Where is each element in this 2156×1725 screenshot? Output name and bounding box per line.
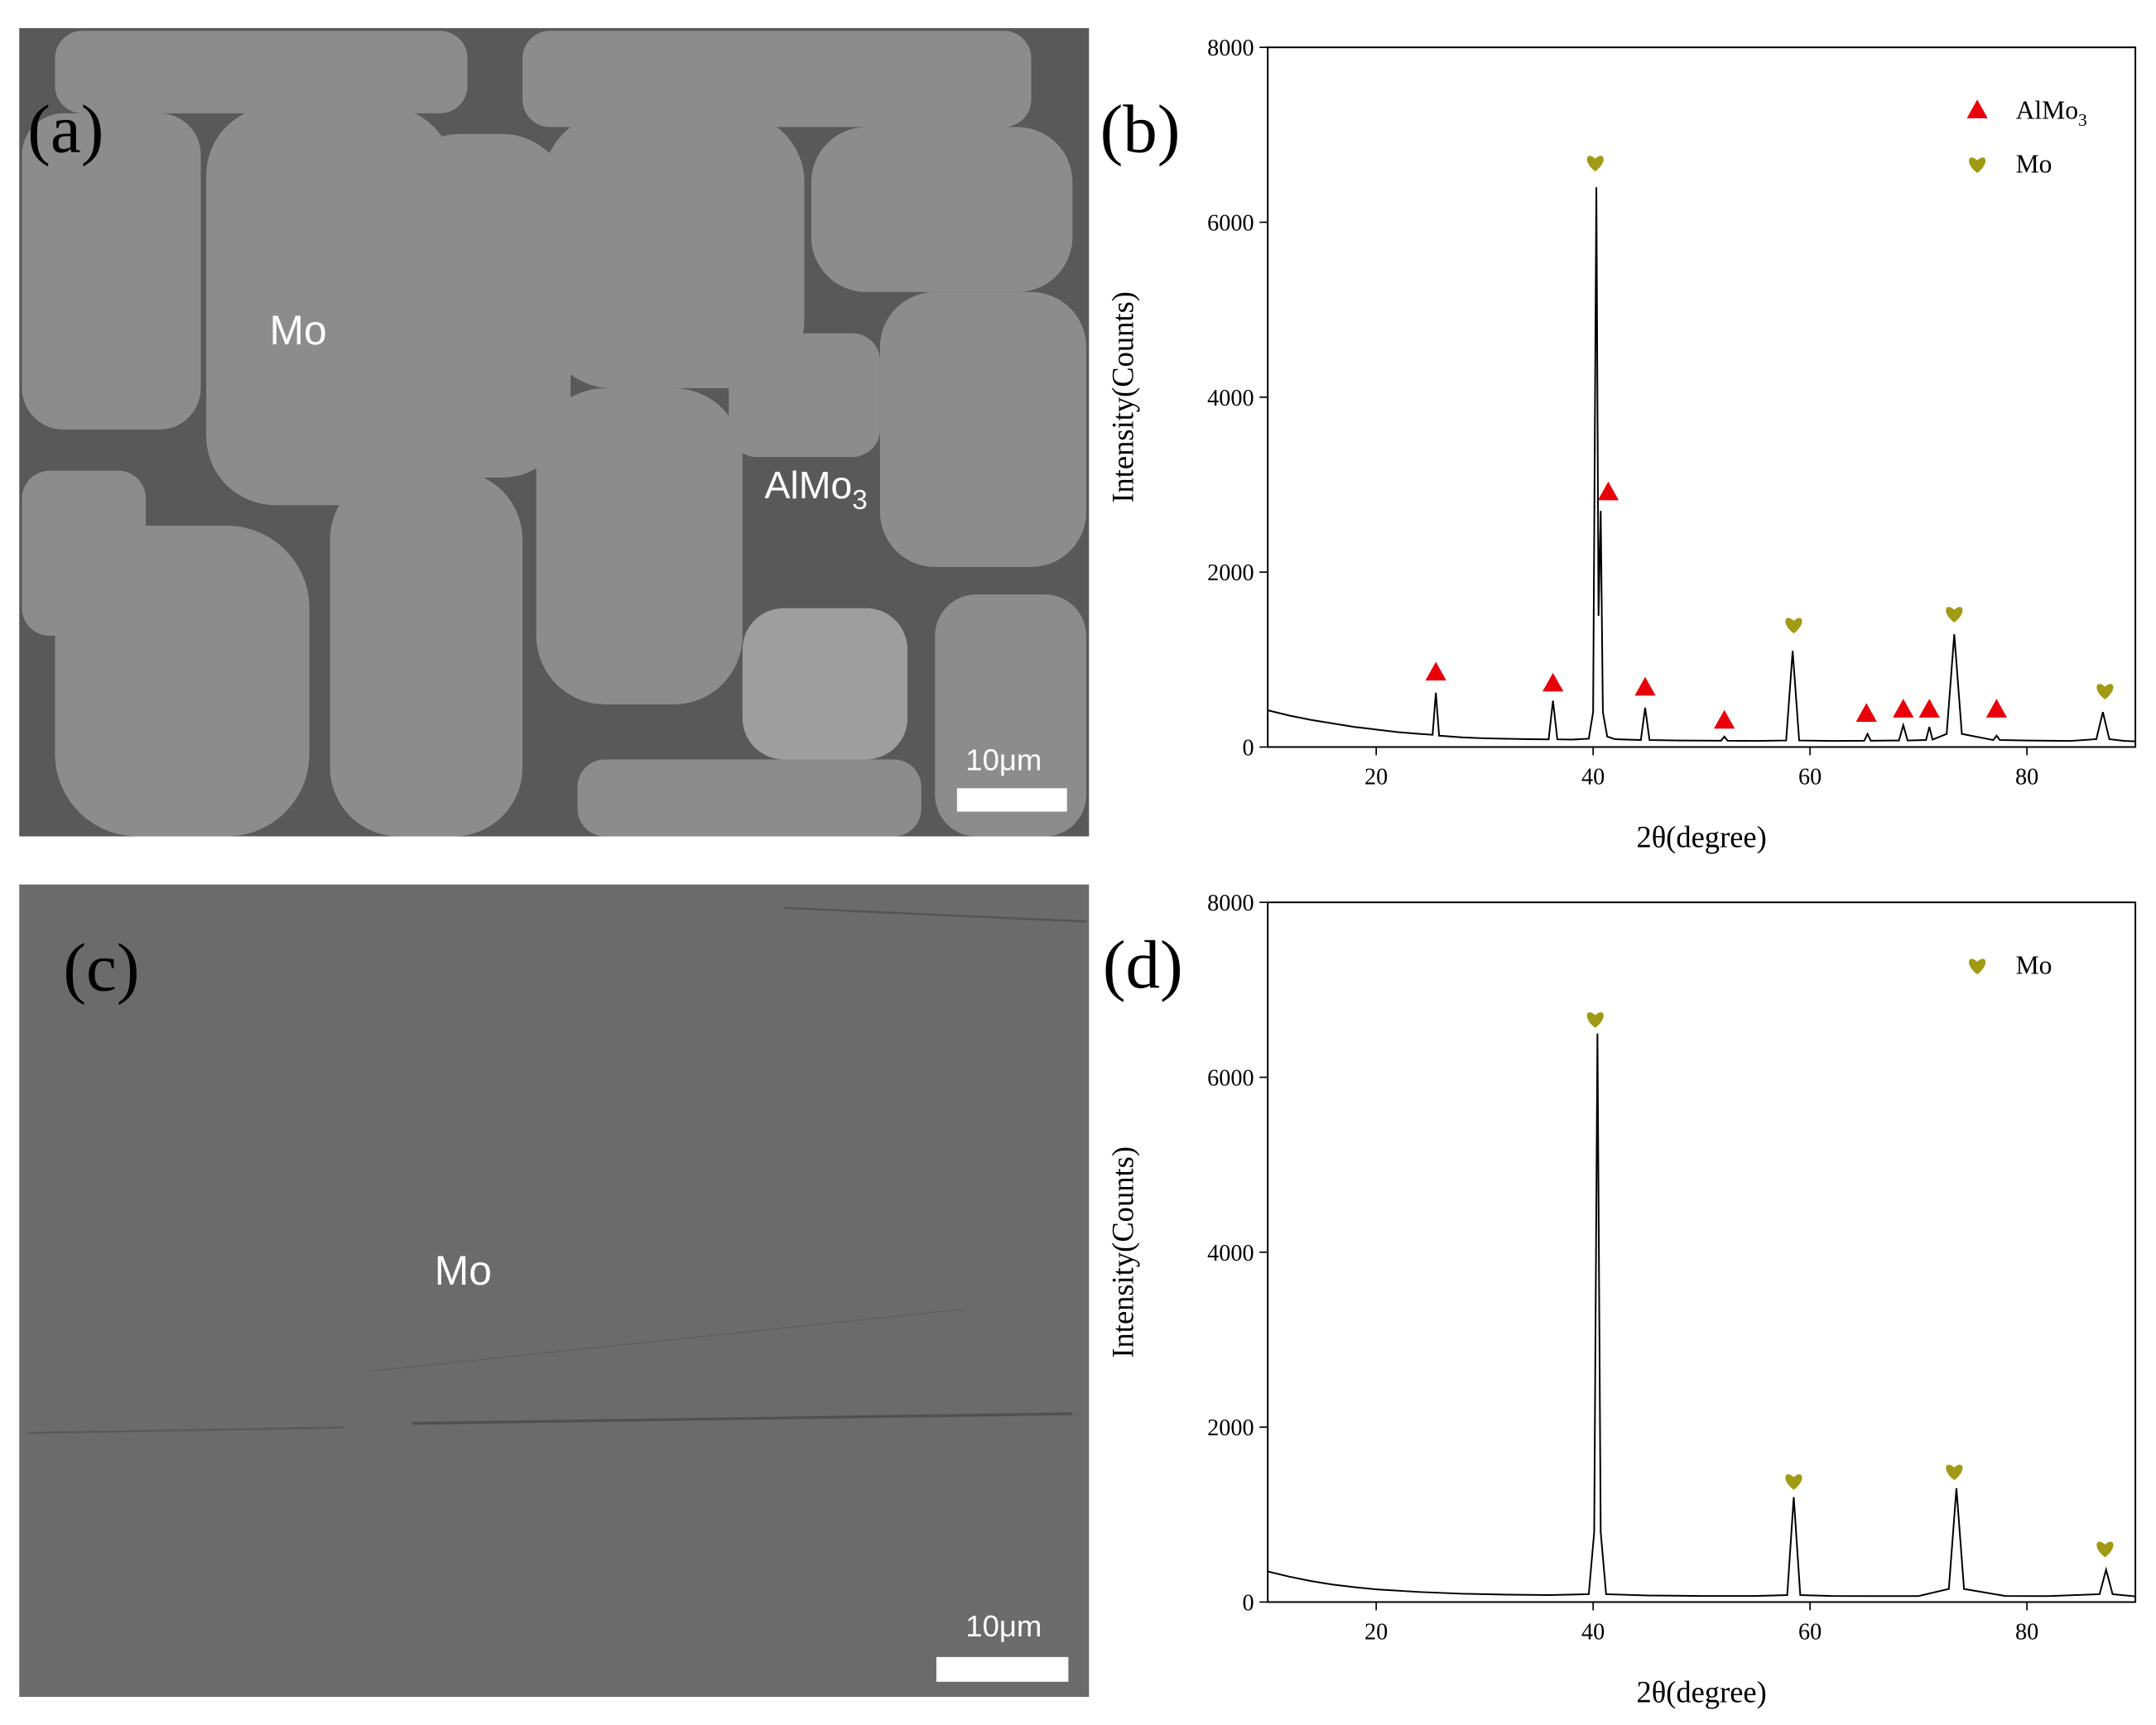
marker-heart xyxy=(1586,156,1604,171)
y-tick-label: 8000 xyxy=(1207,891,1254,916)
marker-heart xyxy=(1969,157,1986,173)
phase-label-main: AlMo xyxy=(764,464,852,507)
scale-bar-label: 10μm xyxy=(965,743,1042,777)
marker-heart xyxy=(1586,1011,1604,1028)
x-tick-label: 40 xyxy=(1581,1619,1605,1645)
phase-label: Mo xyxy=(270,307,327,353)
phase-label: AlMo3 xyxy=(764,464,867,516)
x-tick-label: 20 xyxy=(1364,764,1388,790)
marker-heart xyxy=(1785,617,1802,634)
marker-heart xyxy=(1946,1464,1963,1481)
marker-triangle xyxy=(1855,703,1877,722)
y-tick-label: 8000 xyxy=(1207,36,1254,61)
x-tick-label: 20 xyxy=(1364,1619,1388,1645)
sem-image-c: (c) Mo 10μm xyxy=(19,884,1090,1698)
y-tick-label: 4000 xyxy=(1207,386,1254,411)
x-tick-label: 80 xyxy=(2015,764,2038,790)
marker-heart xyxy=(2096,684,2114,699)
panel-label: (d) xyxy=(1103,926,1183,1002)
marker-triangle xyxy=(1634,676,1656,696)
scale-bar xyxy=(956,788,1067,812)
marker-triangle xyxy=(1597,481,1619,501)
marker-triangle xyxy=(1966,99,1988,118)
phase-label-sub: 3 xyxy=(852,485,867,516)
panel-label: (b) xyxy=(1100,90,1181,166)
y-tick-label: 6000 xyxy=(1207,1065,1254,1091)
sem-image-a: (a) Mo AlMo3 10μm xyxy=(19,27,1090,837)
marker-triangle xyxy=(1425,661,1446,681)
plot-frame xyxy=(1267,901,2137,1603)
marker-triangle xyxy=(1714,709,1735,729)
x-axis-label: 2θ(degree) xyxy=(1636,1675,1766,1709)
y-tick-label: 2000 xyxy=(1207,1415,1254,1441)
legend-label: Mo xyxy=(2016,951,2053,980)
y-tick-label: 0 xyxy=(1242,1590,1254,1616)
y-tick-label: 2000 xyxy=(1207,560,1254,586)
scale-bar-label: 10μm xyxy=(965,1609,1042,1643)
panel-label: (c) xyxy=(63,929,139,1005)
legend-name: AlMo xyxy=(2016,96,2078,125)
spectrum-line xyxy=(1267,1033,2136,1598)
legend-label: AlMo3 xyxy=(2016,96,2087,130)
scale-bar xyxy=(936,1656,1069,1682)
marker-triangle xyxy=(1542,672,1564,692)
marker-heart xyxy=(1969,959,1986,975)
x-axis-label: 2θ(degree) xyxy=(1636,820,1766,854)
legend-name: Mo xyxy=(2016,951,2053,980)
y-tick-label: 6000 xyxy=(1207,210,1254,236)
legend-label: Mo xyxy=(2016,149,2053,178)
marker-heart xyxy=(1946,607,1963,622)
y-axis-label: Intensity(Counts) xyxy=(1105,291,1139,503)
y-tick-label: 4000 xyxy=(1207,1241,1254,1266)
x-tick-label: 60 xyxy=(1798,764,1822,790)
spectrum-line xyxy=(1267,187,2136,742)
phase-label: Mo xyxy=(435,1247,492,1294)
panel-label: (a) xyxy=(27,90,103,166)
x-tick-label: 60 xyxy=(1798,1619,1822,1645)
legend-name: Mo xyxy=(2016,149,2053,178)
y-tick-label: 0 xyxy=(1242,735,1254,761)
marker-triangle xyxy=(1985,699,2008,718)
y-axis-label: Intensity(Counts) xyxy=(1105,1146,1139,1358)
x-tick-label: 40 xyxy=(1581,764,1605,790)
plot-frame xyxy=(1267,46,2137,748)
legend-sub: 3 xyxy=(2078,110,2087,130)
x-tick-label: 80 xyxy=(2015,1619,2038,1645)
marker-triangle xyxy=(1918,699,1940,718)
marker-heart xyxy=(2096,1541,2114,1558)
marker-heart xyxy=(1785,1474,1802,1490)
marker-triangle xyxy=(1893,699,1914,718)
